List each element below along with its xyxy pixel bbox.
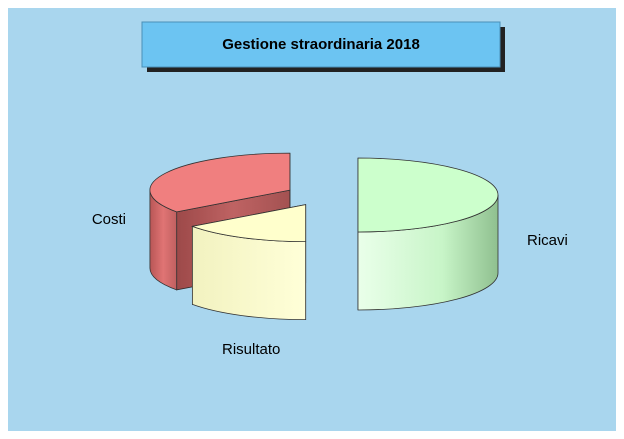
slice-label: Risultato [222,341,280,358]
slice-label: Costi [92,211,126,228]
pie-slice [190,204,307,321]
chart-title: Gestione straordinaria 2018 [222,36,420,53]
pie [149,152,499,321]
plot-background [8,8,616,431]
slice-label: Ricavi [527,232,568,249]
title-box [141,21,501,68]
slice-top [357,157,499,233]
pie-slice [357,157,499,311]
slice-top [149,152,291,213]
slice-top [190,204,307,243]
